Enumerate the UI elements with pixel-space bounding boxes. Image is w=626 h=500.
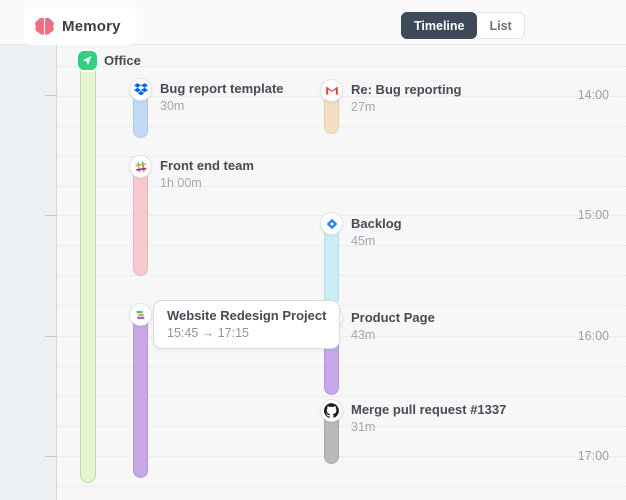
gridline <box>57 156 626 157</box>
gridline <box>57 305 626 306</box>
hour-label: 15:00 <box>577 208 609 222</box>
event-label: Bug report template 30m <box>160 81 284 113</box>
event-title: Merge pull request #1337 <box>351 402 507 417</box>
event-tooltip: Website Redesign Project 15:45 → 17:15 <box>153 300 341 349</box>
brain-icon <box>35 17 54 35</box>
hour-tick <box>45 95 57 96</box>
app-logo: Memory <box>24 7 137 45</box>
event-label: Re: Bug reporting 27m <box>351 82 462 114</box>
event-title: Backlog <box>351 216 402 231</box>
event-title: Bug report template <box>160 81 284 96</box>
top-bar: Memory Timeline List <box>0 0 626 45</box>
gridline <box>57 245 626 246</box>
event-duration: 27m <box>351 100 376 114</box>
time-gutter <box>0 45 57 500</box>
gridline <box>57 486 626 487</box>
gridline <box>57 426 626 427</box>
event-title: Product Page <box>351 310 435 325</box>
tooltip-time-range: 15:45 → 17:15 <box>167 326 250 340</box>
event-title: Front end team <box>160 158 254 173</box>
hour-tick <box>45 336 57 337</box>
chart-bars-icon[interactable] <box>129 303 152 326</box>
app-title: Memory <box>62 17 121 35</box>
event-bar[interactable] <box>133 304 148 478</box>
event-label: Backlog 45m <box>351 216 402 248</box>
event-duration: 31m <box>351 420 376 434</box>
timeline-tab[interactable]: Timeline <box>401 12 478 39</box>
github-icon[interactable] <box>320 399 343 422</box>
hour-tick <box>45 215 57 216</box>
location-arrow-icon[interactable] <box>78 51 97 70</box>
gridline <box>57 366 626 367</box>
hour-tick <box>45 456 57 457</box>
gmail-icon[interactable] <box>320 79 343 102</box>
tooltip-title: Website Redesign Project <box>167 308 327 323</box>
event-title: Re: Bug reporting <box>351 82 462 97</box>
event-duration: 30m <box>160 99 185 113</box>
event-label: Merge pull request #1337 31m <box>351 402 506 434</box>
view-toggle: Timeline List <box>401 12 525 39</box>
slack-icon[interactable] <box>129 155 152 178</box>
jira-icon[interactable] <box>320 212 343 235</box>
event-duration: 43m <box>351 328 376 342</box>
hour-label: 16:00 <box>577 329 609 343</box>
gridline <box>57 456 626 457</box>
gridline <box>57 396 626 397</box>
hour-label: 14:00 <box>577 88 609 102</box>
hour-label: 17:00 <box>577 449 609 463</box>
event-duration: 1h 00m <box>160 176 202 190</box>
event-label: Office <box>104 53 141 68</box>
event-bar[interactable] <box>80 52 96 483</box>
gridline <box>57 126 626 127</box>
event-duration: 45m <box>351 234 376 248</box>
event-label: Product Page 43m <box>351 310 435 342</box>
gridline <box>57 336 626 337</box>
event-title: Office <box>104 53 141 68</box>
gridline <box>57 66 626 67</box>
gridline <box>57 275 626 276</box>
gridline <box>57 186 626 187</box>
event-label: Front end team 1h 00m <box>160 158 254 190</box>
list-tab[interactable]: List <box>477 12 525 39</box>
gridline <box>57 215 626 216</box>
gridline <box>57 96 626 97</box>
dropbox-icon[interactable] <box>129 78 152 101</box>
